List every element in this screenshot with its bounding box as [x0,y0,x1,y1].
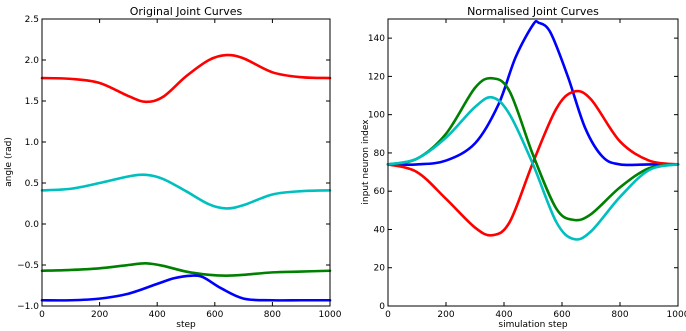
right-y-tick-label: 140 [368,34,385,44]
right-plot-frame [387,18,679,307]
left-x-tick-label: 1000 [319,310,342,320]
right-series-line-3 [386,95,680,241]
left-x-axis-label: step [176,320,196,330]
left-chart: 0 200 400 600 800 1000 −1.0 −0.5 0.0 0.5 1.0 1.5 2.… [4,5,342,330]
left-chart-title: Original Joint Curves [130,5,243,18]
left-y-axis-label: angle (rad) [4,137,14,187]
right-x-tick-label: 200 [437,310,454,320]
right-y-axis: 0 20 40 60 80 100 120 140 [368,34,678,312]
right-series-line-2 [386,76,680,222]
right-x-tick-label: 1000 [667,310,686,320]
left-x-tick-label: 600 [206,310,223,320]
left-plot-area [42,19,330,306]
right-y-tick-label: 0 [379,302,385,312]
left-y-axis: −1.0 −0.5 0.0 0.5 1.0 1.5 2.0 2.5 [17,15,330,312]
left-series-line-2 [40,262,332,277]
right-series-line-0 [386,19,680,167]
left-y-tick-label: −1.0 [17,302,39,312]
right-y-tick-label: 100 [368,111,385,121]
left-series-group [40,53,332,302]
left-y-tick-label: 0.5 [25,179,39,189]
left-plot-frame [41,18,331,307]
left-x-tick-label: 800 [264,310,281,320]
left-y-tick-label: 1.5 [25,97,39,107]
right-y-axis-label: input neuron index [361,119,371,205]
right-x-tick-label: 600 [553,310,570,320]
right-y-tick-label: 120 [368,72,385,82]
right-y-tick-label: 60 [374,187,386,197]
right-x-axis: 0 200 400 600 800 1000 [385,19,686,320]
right-x-axis-label: simulation step [498,320,568,330]
left-x-tick-label: 400 [149,310,166,320]
right-y-tick-label: 80 [374,149,386,159]
right-x-tick-label: 0 [385,310,391,320]
left-x-axis: 0 200 400 600 800 1000 [39,19,342,320]
left-series-line-1 [40,173,332,210]
left-y-tick-label: 2.5 [25,15,39,25]
left-y-tick-label: −0.5 [17,261,39,271]
left-series-line-0 [40,53,332,104]
right-x-tick-label: 400 [495,310,512,320]
left-y-tick-label: 0.0 [25,220,40,230]
left-x-tick-label: 200 [91,310,108,320]
right-series-group [386,19,680,241]
left-series-line-3 [40,274,332,302]
right-x-tick-label: 800 [611,310,628,320]
left-y-tick-label: 2.0 [25,56,40,66]
right-y-tick-label: 40 [374,225,386,235]
right-chart-title: Normalised Joint Curves [467,5,599,18]
left-x-tick-label: 0 [39,310,45,320]
right-chart: 0 200 400 600 800 1000 0 20 40 60 80 100 120 140 Nor… [361,5,686,330]
right-y-tick-label: 20 [374,264,386,274]
left-y-tick-label: 1.0 [25,138,40,148]
